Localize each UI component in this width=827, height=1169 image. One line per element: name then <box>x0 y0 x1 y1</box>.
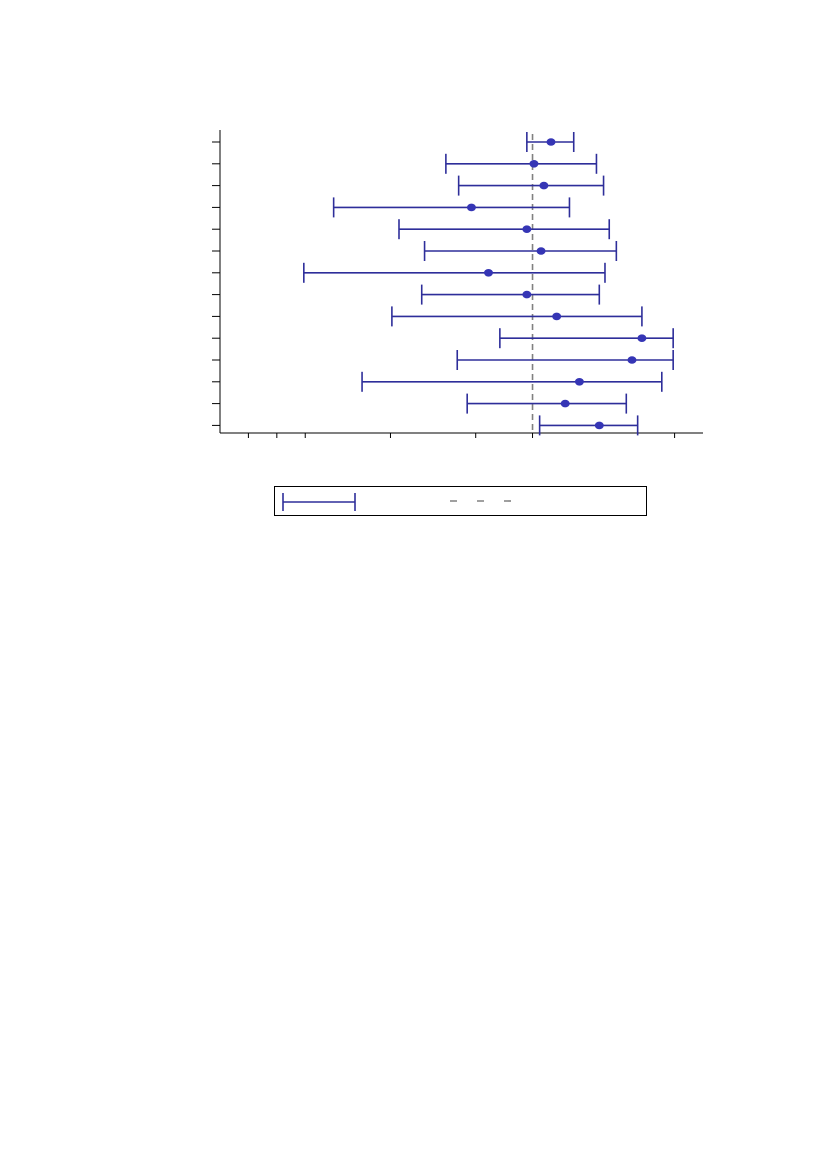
point-estimate <box>594 421 604 430</box>
interval-row <box>332 197 571 218</box>
point-estimate <box>546 138 556 146</box>
interval-row <box>391 306 643 327</box>
interval-row <box>466 393 628 414</box>
interval-row <box>445 153 598 174</box>
point-estimate <box>539 181 549 190</box>
interval-row <box>456 350 674 370</box>
point-estimate <box>637 334 647 343</box>
interval-series <box>303 132 674 436</box>
point-estimate <box>574 378 584 386</box>
point-estimate <box>536 247 546 255</box>
point-estimate <box>522 290 532 299</box>
point-estimate <box>483 269 493 277</box>
interval-row <box>538 415 639 436</box>
interval-row <box>526 132 575 152</box>
interval-row <box>457 175 605 196</box>
point-estimate <box>627 356 637 364</box>
point-estimate <box>552 312 562 321</box>
interval-row <box>423 241 618 261</box>
legend-entry-interval <box>282 493 356 511</box>
plot-axes <box>212 130 703 438</box>
legend <box>274 486 647 516</box>
point-estimate <box>522 225 532 233</box>
interval-row <box>398 219 611 240</box>
point-estimate <box>560 399 570 408</box>
point-estimate <box>529 160 539 168</box>
interval-row <box>499 328 674 349</box>
interval-row <box>361 371 663 392</box>
interval-row <box>420 284 601 305</box>
interval-row <box>303 262 606 283</box>
point-estimate <box>466 203 476 212</box>
